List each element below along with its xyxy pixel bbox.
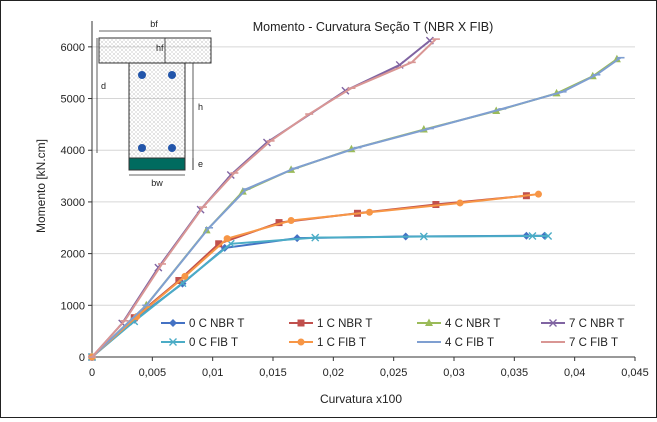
y-tick-label-4: 4000 [61, 145, 85, 157]
legend-item-5: 1 C FIB T [289, 337, 366, 349]
flange-shape [98, 37, 212, 64]
reinforcement-cover-band [128, 157, 186, 171]
series-2-point-10 [612, 54, 621, 63]
label-bw: bw [151, 178, 163, 188]
series-5-point-4 [287, 217, 295, 225]
legend-marker-4 [169, 338, 177, 346]
rebar-top-left [138, 71, 146, 79]
y-tick-label-6: 6000 [61, 42, 85, 54]
x-tick-label-5: 0,025 [380, 367, 408, 379]
rebar-top-right [168, 71, 176, 79]
y-tick-label-3: 3000 [61, 197, 85, 209]
series-layer [88, 36, 625, 361]
rebar-bottom-left [138, 144, 146, 152]
series-5-point-3 [223, 235, 231, 243]
series-5-point-7 [534, 190, 542, 198]
legend-item-3: 7 C NBR T [541, 318, 624, 330]
label-d: d [101, 81, 106, 91]
x-tick-label-9: 0,045 [621, 367, 649, 379]
x-tick-label-7: 0,035 [501, 367, 529, 379]
series-7 [88, 38, 440, 358]
x-tick-label-1: 0,005 [139, 367, 167, 379]
series-5-point-6 [456, 199, 464, 207]
legend-label-6: 4 C FIB T [445, 337, 494, 349]
web-shape [128, 62, 186, 159]
x-tick-label-4: 0,02 [323, 367, 344, 379]
series-4-point-5 [419, 232, 428, 241]
series-4-point-7 [544, 232, 553, 241]
series-1-point-4 [275, 219, 283, 227]
series-1-point-3 [215, 240, 223, 248]
series-line-5 [91, 193, 539, 358]
legend-item-0: 0 C NBR T [161, 318, 244, 330]
chart-title: Momento - Curvatura Seção T (NBR X FIB) [253, 20, 494, 34]
label-bf: bf [150, 19, 158, 29]
legend-marker-1 [297, 319, 305, 327]
t-section-diagram: bf hf d h e bw [96, 19, 212, 188]
y-tick-label-1: 1000 [61, 300, 85, 312]
x-axis-label: Curvatura x100 [320, 392, 402, 406]
legend-marker-3 [549, 319, 557, 327]
legend-label-5: 1 C FIB T [317, 337, 366, 349]
y-tick-label-0: 0 [79, 352, 85, 364]
legend-item-4: 0 C FIB T [161, 337, 238, 349]
legend-label-2: 4 C NBR T [445, 318, 500, 330]
legend-label-1: 1 C NBR T [317, 318, 372, 330]
label-hf: hf [156, 43, 164, 53]
legend-item-1: 1 C NBR T [289, 318, 372, 330]
x-tick-label-6: 0,03 [443, 367, 464, 379]
series-2-point-3 [238, 187, 247, 195]
series-line-1 [91, 194, 527, 358]
legend: 0 C NBR T 1 C NBR T 4 C NBR T 7 C NBR T 0 C … [161, 318, 624, 349]
series-5 [88, 190, 542, 361]
legend-label-0: 0 C NBR T [189, 318, 244, 330]
series-4-point-6 [528, 232, 537, 241]
y-tick-label-2: 2000 [61, 249, 85, 261]
series-5-point-2 [181, 272, 189, 280]
label-e: e [198, 159, 203, 169]
y-tick-label-5: 5000 [61, 94, 85, 106]
x-tick-label-8: 0,04 [564, 367, 585, 379]
legend-label-7: 7 C FIB T [569, 337, 618, 349]
x-tick-label-2: 0,01 [202, 367, 223, 379]
legend-item-2: 4 C NBR T [417, 318, 500, 330]
series-4-point-4 [311, 233, 320, 242]
legend-marker-5 [297, 338, 305, 346]
y-axis-label: Momento [kN.cm] [34, 139, 48, 233]
label-h: h [198, 102, 203, 112]
legend-item-7: 7 C FIB T [541, 337, 618, 349]
series-line-7 [91, 38, 437, 358]
rebar-bottom-right [168, 144, 176, 152]
series-line-4 [91, 235, 549, 358]
series-5-point-5 [366, 208, 374, 216]
legend-label-3: 7 C NBR T [569, 318, 624, 330]
legend-label-4: 0 C FIB T [189, 337, 238, 349]
legend-item-6: 4 C FIB T [417, 337, 494, 349]
x-tick-label-3: 0,015 [259, 367, 287, 379]
legend-marker-2 [425, 318, 433, 326]
axes: 0 1000 2000 3000 4000 5000 6000 0 0,005 0,01 0,015… [61, 21, 649, 379]
x-tick-label-0: 0 [89, 367, 95, 379]
legend-marker-0 [169, 319, 177, 327]
